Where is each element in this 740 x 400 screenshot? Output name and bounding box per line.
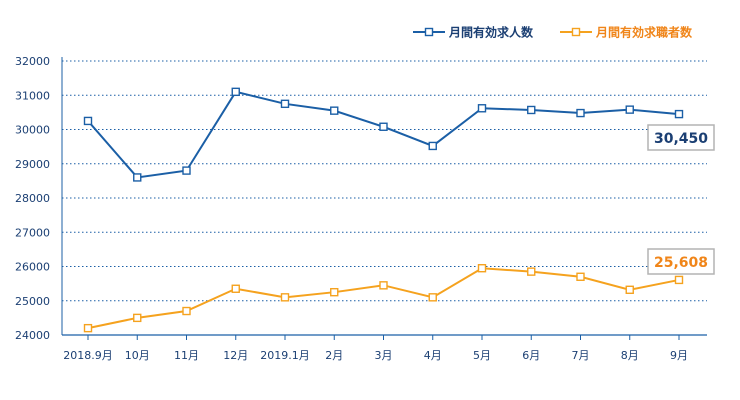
data-point [576, 108, 585, 118]
data-point [231, 87, 240, 97]
x-tick-label: 3月 [375, 349, 393, 362]
legend-marker [424, 27, 434, 37]
data-point [477, 264, 487, 273]
y-tick-label: 32000 [15, 55, 50, 68]
end-labels: 30,450 25,608 [647, 124, 715, 275]
end-label-value: 30,450 [654, 131, 708, 147]
end-label-box [647, 124, 715, 151]
data-point [330, 287, 339, 297]
x-tick-label: 12月 [223, 349, 248, 362]
data-point [527, 105, 536, 115]
axes [61, 57, 707, 336]
data-point [428, 141, 437, 151]
data-point [280, 293, 290, 302]
x-tick-label: 5月 [473, 349, 491, 362]
x-tick-label: 11月 [174, 349, 199, 362]
x-tick-label: 7月 [572, 349, 590, 362]
data-point [674, 275, 684, 285]
end-label-0: 30,450 [647, 124, 715, 151]
legend: 月間有効求人数 月間有効求職者数 [413, 25, 693, 40]
x-tick-label: 2月 [325, 349, 343, 362]
y-axis-ticks: 24000 25000 26000 27000 28000 29000 30000 31000… [15, 55, 50, 342]
data-point [83, 116, 93, 126]
x-tick-label: 2018.9月 [63, 349, 113, 362]
data-point [330, 106, 339, 115]
data-point [83, 323, 93, 333]
y-tick-label: 25000 [15, 295, 50, 308]
series-group [83, 87, 684, 333]
data-point [625, 285, 634, 294]
y-tick-label: 24000 [15, 329, 50, 342]
y-tick-label: 26000 [15, 261, 50, 274]
x-tick-label: 9月 [670, 349, 688, 362]
x-tick-label: 6月 [522, 349, 540, 362]
x-tick-label: 4月 [424, 349, 442, 362]
end-label-value: 25,608 [654, 255, 708, 271]
legend-item-0: 月間有効求人数 [413, 25, 534, 40]
data-point [527, 267, 536, 276]
series-line [87, 90, 680, 179]
data-point [379, 122, 388, 131]
data-point [428, 293, 437, 302]
data-point [674, 109, 684, 119]
series-0 [83, 87, 684, 182]
x-tick-label: 10月 [125, 349, 150, 362]
x-tick-label: 2019.1月 [260, 349, 310, 362]
data-point [182, 166, 191, 175]
end-label-box [647, 248, 715, 275]
y-tick-label: 28000 [15, 192, 50, 205]
data-point [182, 306, 191, 316]
data-point [477, 104, 487, 113]
series-1 [83, 264, 684, 333]
end-label-1: 25,608 [647, 248, 715, 275]
data-point [231, 284, 240, 293]
series-line [87, 267, 680, 330]
data-point [576, 272, 585, 281]
x-axis-ticks: 2018.9月 10月 11月 12月 2019.1月 2月 3月 4月 5月 6月 7月 8月 9月 [63, 335, 688, 362]
x-tick-label: 8月 [621, 349, 639, 362]
data-point [625, 105, 634, 114]
data-point [133, 313, 142, 323]
gridlines [62, 60, 707, 302]
legend-label: 月間有効求人数 [448, 25, 534, 40]
legend-marker [571, 27, 581, 37]
legend-label: 月間有効求職者数 [595, 25, 693, 40]
data-point [133, 173, 142, 182]
y-tick-label: 27000 [15, 226, 50, 239]
y-tick-label: 31000 [15, 89, 50, 102]
legend-item-1: 月間有効求職者数 [560, 25, 693, 40]
data-point [379, 281, 388, 290]
y-tick-label: 29000 [15, 158, 50, 171]
y-tick-label: 30000 [15, 124, 50, 137]
data-point [280, 99, 290, 109]
